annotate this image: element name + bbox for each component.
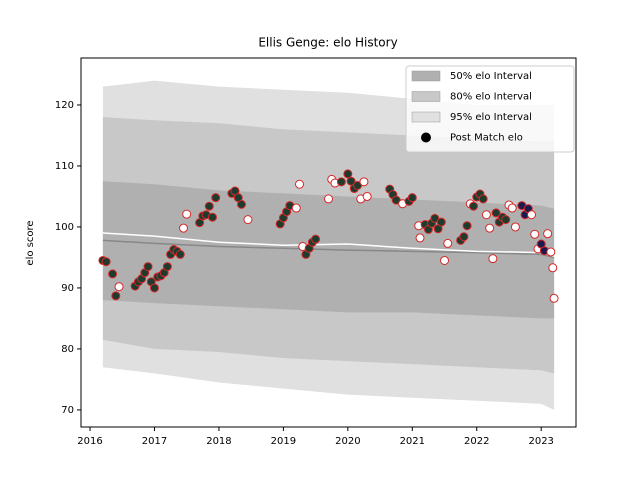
match-point [507, 203, 517, 213]
match-point [207, 212, 217, 222]
y-tick-label: 120 [55, 100, 74, 111]
match-point [243, 215, 253, 225]
match-point [469, 201, 479, 211]
x-tick-label: 2019 [271, 436, 296, 447]
match-point [236, 199, 246, 209]
x-tick-label: 2016 [77, 436, 102, 447]
chart-title: Ellis Genge: elo History [258, 36, 397, 50]
match-point [415, 233, 425, 243]
y-tick-label: 110 [55, 161, 74, 172]
match-point [336, 177, 346, 187]
match-point [114, 282, 124, 292]
legend-label: 50% elo Interval [450, 71, 532, 82]
match-point [546, 247, 556, 257]
legend-swatch [411, 91, 441, 102]
match-point [548, 263, 558, 273]
match-point [291, 203, 301, 213]
x-tick-label: 2018 [206, 436, 231, 447]
match-point [407, 193, 417, 203]
match-point [481, 210, 491, 220]
match-point [488, 254, 498, 264]
y-axis-label: elo score [25, 220, 36, 265]
plot-area [98, 80, 559, 410]
match-point [143, 262, 153, 272]
match-point [324, 194, 333, 204]
match-point [462, 221, 472, 231]
match-point [294, 179, 304, 189]
match-point [343, 169, 353, 179]
x-tick-label: 2020 [335, 436, 360, 447]
match-point [211, 193, 221, 203]
x-tick-label: 2023 [528, 436, 553, 447]
match-point [108, 269, 118, 279]
match-point [436, 217, 446, 227]
y-tick-label: 100 [55, 222, 74, 233]
legend-marker [421, 132, 431, 143]
x-tick-label: 2021 [400, 436, 425, 447]
match-point [311, 234, 321, 244]
match-point [491, 208, 501, 218]
match-point [527, 210, 537, 220]
legend-label: Post Match elo [450, 133, 523, 144]
match-point [178, 223, 188, 233]
match-point [549, 293, 559, 303]
match-point [510, 222, 520, 232]
match-point [346, 176, 356, 186]
match-point [501, 215, 511, 225]
match-point [101, 257, 111, 267]
match-point [440, 255, 450, 265]
y-tick-label: 70 [61, 405, 74, 416]
match-point [111, 291, 121, 301]
legend-label: 80% elo Interval [450, 92, 532, 103]
trend-line [102, 239, 555, 259]
match-point [543, 229, 553, 239]
legend-swatch [411, 111, 441, 123]
match-point [204, 201, 214, 211]
match-point [149, 283, 159, 293]
y-tick-label: 90 [61, 283, 74, 294]
trend-line [102, 232, 555, 257]
legend-label: 95% elo Interval [450, 112, 532, 123]
match-point [175, 249, 185, 259]
match-point [443, 238, 453, 248]
x-tick-label: 2022 [464, 436, 489, 447]
match-point [485, 223, 495, 233]
match-point [530, 229, 540, 239]
legend-box [405, 65, 575, 153]
axes-frame [80, 57, 577, 428]
match-point [478, 194, 488, 204]
x-tick-label: 2017 [142, 436, 167, 447]
y-tick-label: 80 [61, 344, 74, 355]
match-point [362, 191, 372, 201]
match-point [359, 177, 369, 187]
match-point [182, 209, 192, 219]
match-point [162, 262, 172, 272]
legend-swatch [411, 70, 441, 82]
match-point [459, 232, 469, 242]
